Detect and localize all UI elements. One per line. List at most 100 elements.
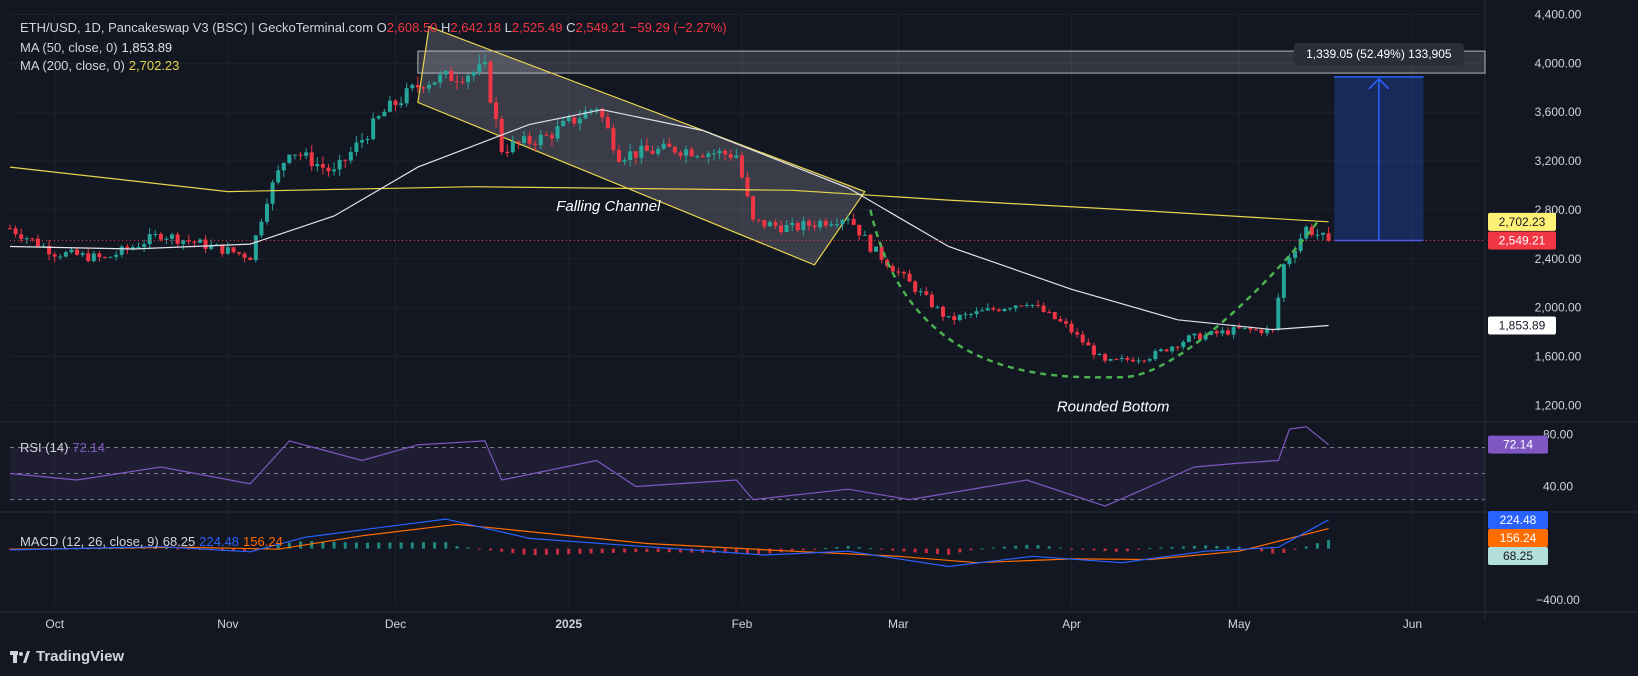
candle-body	[365, 139, 370, 141]
macd-histogram-bar	[935, 548, 939, 554]
candle-body	[561, 120, 566, 127]
macd-histogram-bar	[991, 547, 995, 549]
macd-histogram-bar	[1327, 539, 1331, 549]
candle-body	[527, 136, 532, 144]
macd-histogram-bar	[477, 548, 481, 550]
candle-body	[957, 315, 962, 321]
rsi-legend[interactable]: RSI (14) 72.14	[20, 440, 105, 455]
macd-histogram-bar	[544, 548, 548, 555]
macd-histogram-bar	[578, 548, 582, 554]
symbol-title[interactable]: ETH/USD, 1D, Pancakeswap V3 (BSC) | Geck…	[20, 20, 374, 35]
macd-histogram-bar	[1014, 545, 1018, 549]
candle-body	[343, 159, 348, 161]
candle-body	[907, 273, 912, 282]
candle-body	[309, 152, 314, 167]
candle-body	[605, 117, 610, 129]
candle-body	[19, 234, 24, 240]
price-tick-label: 2,000.00	[1535, 301, 1582, 315]
macd-histogram-bar	[645, 548, 649, 552]
macd-histogram-bar	[1081, 548, 1085, 550]
macd-histogram-bar	[1260, 548, 1264, 552]
candle-body	[287, 154, 292, 163]
candle-body	[136, 246, 141, 248]
rsi-tick-label: 80.00	[1543, 427, 1573, 441]
candle-body	[265, 203, 270, 222]
candle-body	[399, 103, 404, 106]
candle-body	[711, 153, 716, 155]
candle-body	[382, 111, 387, 117]
ma200-legend[interactable]: MA (200, close, 0) 2,702.23	[20, 58, 179, 73]
candle-body	[1181, 341, 1186, 348]
macd-tag-box	[1488, 529, 1548, 547]
candle-body	[242, 253, 247, 258]
candle-body	[298, 154, 303, 156]
macd-histogram-bar	[801, 548, 805, 551]
macd-histogram-bar	[556, 548, 560, 555]
macd-tag-box	[1488, 547, 1548, 565]
candle-body	[952, 316, 957, 321]
candle-body	[1097, 354, 1102, 356]
macd-histogram-bar	[421, 542, 425, 549]
candle-body	[790, 222, 795, 226]
ma50-legend[interactable]: MA (50, close, 0) 1,853.89	[20, 40, 172, 55]
candle-body	[1142, 360, 1147, 362]
macd-histogram-bar	[1315, 543, 1319, 549]
tradingview-logo[interactable]: TradingView	[10, 648, 124, 665]
candle-body	[1030, 304, 1035, 306]
ma50-value: 1,853.89	[121, 40, 173, 55]
candle-body	[1186, 335, 1191, 342]
candle-body	[35, 238, 40, 247]
candle-body	[672, 146, 677, 153]
time-tick-label: May	[1228, 617, 1251, 631]
candle-body	[806, 221, 811, 226]
candle-body	[466, 75, 471, 83]
candle-body	[86, 253, 91, 262]
measure-label-box	[1293, 42, 1464, 65]
measure-arrowhead	[1368, 77, 1390, 90]
candle-body	[1248, 327, 1253, 330]
candle-body	[348, 152, 353, 161]
candle-body	[980, 310, 985, 312]
candle-body	[1063, 321, 1068, 324]
candle-body	[656, 148, 661, 154]
resistance-zone	[417, 50, 1486, 74]
candle-body	[622, 160, 627, 162]
candle-body	[1209, 331, 1214, 335]
tradingview-logo-icon	[10, 650, 30, 663]
candle-body	[438, 74, 443, 83]
candle-body	[1052, 312, 1057, 320]
candle-body	[935, 306, 940, 308]
candle-body	[281, 162, 286, 171]
candle-body	[812, 225, 817, 228]
candle-body	[505, 151, 510, 153]
macd-histogram-bar	[1047, 546, 1051, 549]
candle-body	[119, 246, 124, 255]
macd-histogram-bar	[969, 548, 973, 551]
macd-tick-label: −400.00	[1536, 593, 1580, 607]
macd-histogram-bar	[410, 542, 414, 549]
candle-body	[1086, 342, 1091, 346]
candle-body	[482, 61, 487, 65]
macd-legend[interactable]: MACD (12, 26, close, 9) 68.25 224.48 156.24	[20, 534, 283, 549]
candle-body	[192, 241, 197, 243]
macd-histogram-bar	[276, 543, 280, 549]
candle-body	[1225, 330, 1230, 335]
candle-body	[1131, 359, 1136, 362]
candle-body	[1276, 297, 1281, 330]
candle-body	[773, 222, 778, 226]
candle-body	[225, 247, 230, 254]
high-label: H	[441, 20, 451, 35]
candle-body	[589, 110, 594, 112]
candle-body	[1108, 359, 1113, 361]
price-tick-label: 3,200.00	[1535, 154, 1582, 168]
candle-body	[376, 116, 381, 119]
candle-body	[1175, 346, 1180, 348]
candle-body	[415, 85, 420, 88]
candle-body	[549, 134, 554, 139]
candle-body	[600, 109, 605, 118]
candle-body	[142, 244, 147, 247]
candle-body	[1024, 305, 1029, 307]
macd-histogram-bar	[723, 548, 727, 554]
candle-body	[851, 219, 856, 225]
